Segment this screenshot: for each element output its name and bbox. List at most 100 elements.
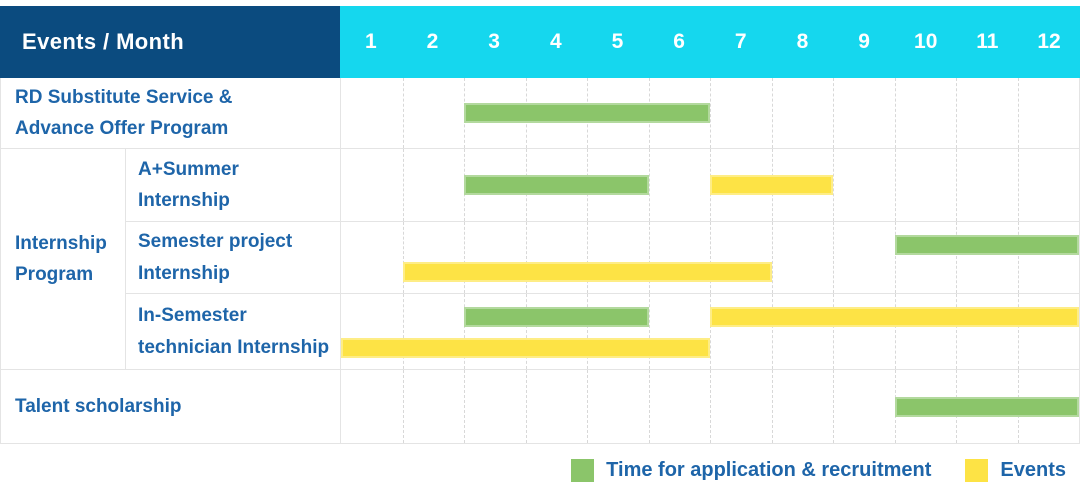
month-header-2: 2 <box>426 30 439 53</box>
month-header-row: 1 2 3 4 5 6 7 8 9 10 11 12 <box>340 6 1080 78</box>
gantt-bar-application <box>464 307 649 327</box>
timeline-rd-substitute <box>341 78 1079 148</box>
month-gridline <box>648 149 650 221</box>
month-gridline <box>525 370 527 443</box>
row-label-semester-project: Semester project Internship <box>126 222 341 293</box>
month-header-3: 3 <box>488 30 500 53</box>
gantt-bar-application <box>894 235 1079 255</box>
month-gridline <box>464 294 465 369</box>
group-internship-program: Internship Program A+Summer Internship <box>1 148 1079 369</box>
month-gridline <box>1017 222 1019 293</box>
month-header-4: 4 <box>549 30 562 53</box>
row-label-a-plus-summer: A+Summer Internship <box>126 149 341 221</box>
month-gridline <box>648 222 650 293</box>
group-label-internship-program: Internship Program <box>1 149 126 369</box>
month-gridline <box>1017 149 1019 221</box>
timeline-semester-project <box>341 222 1079 293</box>
row-rd-substitute: RD Substitute Service & Advance Offer Pr… <box>1 78 1079 148</box>
header-row: Events / Month 1 2 3 4 5 6 7 8 9 10 11 1… <box>0 6 1080 78</box>
month-header-11: 11 <box>976 30 999 53</box>
month-gridline <box>648 294 650 369</box>
month-gridline <box>833 149 834 221</box>
month-gridline <box>956 222 957 293</box>
month-gridline <box>402 294 404 369</box>
row-label-in-semester-technician: In-Semester technician Internship <box>126 294 341 369</box>
row-talent-scholarship: Talent scholarship <box>1 369 1079 443</box>
month-gridline <box>771 370 773 443</box>
gantt-bar-application <box>464 103 710 123</box>
month-gridline <box>956 149 957 221</box>
month-gridline <box>464 370 465 443</box>
row-in-semester-technician: In-Semester technician Internship <box>126 293 1079 369</box>
legend-label-events: Events <box>1000 458 1066 481</box>
group-rows: A+Summer Internship Semester project Int… <box>126 149 1079 369</box>
month-gridline <box>833 370 834 443</box>
month-gridline <box>1017 294 1019 369</box>
row-label-text: In-Semester technician Internship <box>138 305 330 358</box>
month-gridline <box>1017 78 1019 148</box>
header-title: Events / Month <box>0 6 340 78</box>
month-gridline <box>587 370 588 443</box>
legend-swatch-yellow <box>965 458 989 482</box>
gantt-bar-application <box>464 175 649 195</box>
row-label-text: Semester project Internship <box>138 231 293 284</box>
month-gridline <box>710 294 711 369</box>
month-gridline <box>833 222 834 293</box>
timeline-a-plus-summer <box>341 149 1079 221</box>
month-gridline <box>525 222 527 293</box>
legend-swatch-green <box>571 458 595 482</box>
legend-item-events: Events <box>965 458 1066 482</box>
gantt-bar-events <box>402 262 772 282</box>
row-a-plus-summer: A+Summer Internship <box>126 149 1079 221</box>
month-header-9: 9 <box>858 30 870 53</box>
row-label-text: RD Substitute Service & Advance Offer Pr… <box>15 86 233 139</box>
timeline-in-semester-technician <box>341 294 1079 369</box>
month-gridline <box>956 78 957 148</box>
row-label-text: A+Summer Internship <box>138 158 239 211</box>
row-semester-project: Semester project Internship <box>126 221 1079 293</box>
gantt-bar-application <box>894 396 1079 417</box>
month-header-8: 8 <box>796 30 809 53</box>
gantt-bar-events <box>710 307 1079 327</box>
month-header-6: 6 <box>673 30 685 53</box>
month-gridline <box>894 294 896 369</box>
month-gridline <box>833 78 834 148</box>
month-gridline <box>956 294 957 369</box>
timeline-talent-scholarship <box>341 370 1079 443</box>
month-gridline <box>525 294 527 369</box>
month-gridline <box>648 370 650 443</box>
gantt-bar-events <box>710 175 833 195</box>
month-header-12: 12 <box>1037 30 1061 53</box>
legend-label-application: Time for application & recruitment <box>606 458 932 481</box>
legend: Time for application & recruitment Event… <box>0 444 1080 494</box>
legend-item-application: Time for application & recruitment <box>571 458 932 482</box>
month-gridline <box>402 149 404 221</box>
month-gridline <box>402 222 404 293</box>
month-gridline <box>587 222 588 293</box>
month-gridline <box>710 78 711 148</box>
month-gridline <box>771 222 773 293</box>
month-gridline <box>402 78 404 148</box>
gantt-bar-events <box>341 338 710 358</box>
gantt-body: RD Substitute Service & Advance Offer Pr… <box>0 78 1080 444</box>
month-header-5: 5 <box>611 30 624 53</box>
month-gridline <box>771 294 773 369</box>
month-header-1: 1 <box>364 30 377 53</box>
group-label-text: Internship Program <box>15 232 107 285</box>
row-label-text: Talent scholarship <box>15 395 182 417</box>
month-gridline <box>833 294 834 369</box>
month-gridline <box>894 222 896 293</box>
month-gridline <box>587 294 588 369</box>
row-label-rd-substitute: RD Substitute Service & Advance Offer Pr… <box>1 78 341 148</box>
month-gridline <box>710 370 711 443</box>
month-gridline <box>894 78 896 148</box>
month-header-10: 10 <box>914 30 938 53</box>
month-gridline <box>894 149 896 221</box>
month-gridline <box>464 222 465 293</box>
month-gridline <box>771 78 773 148</box>
month-header-7: 7 <box>734 30 747 53</box>
month-gridline <box>402 370 404 443</box>
row-label-talent-scholarship: Talent scholarship <box>1 370 341 443</box>
month-gridline <box>710 222 711 293</box>
